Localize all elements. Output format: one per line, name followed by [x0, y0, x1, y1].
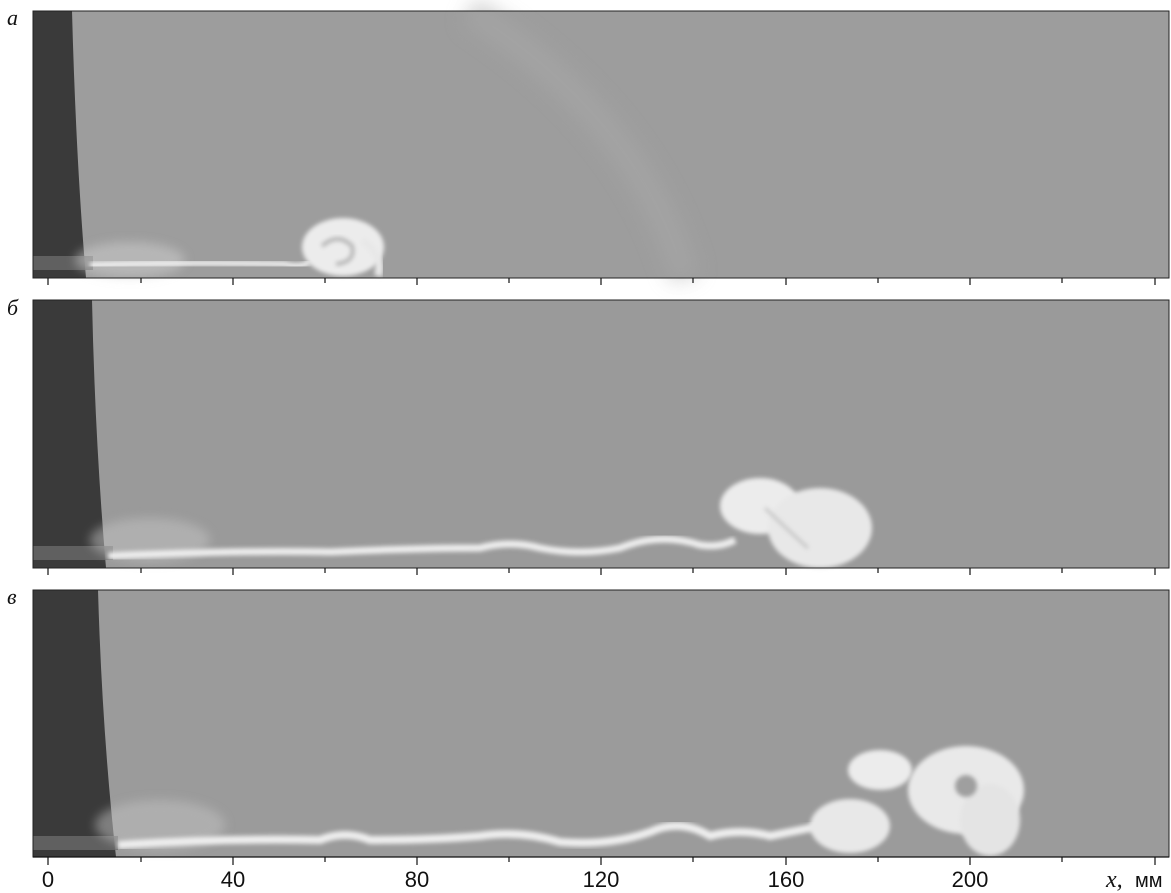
panel-a-jet: [89, 259, 312, 269]
x-axis: [33, 278, 1169, 865]
panel-a-letter: а: [7, 5, 18, 30]
panel-c: в: [7, 584, 1170, 858]
panel-a-vortex: [302, 218, 384, 276]
panel-c-wall: [33, 590, 116, 857]
panel-b-jet: [107, 535, 737, 560]
panel-b: б: [7, 295, 1170, 569]
x-axis-tick-labels: 0 40 80 120 160 200 x, мм: [42, 867, 1163, 893]
axis-variable: x,: [1105, 867, 1123, 893]
panel-b-vortex-body: [768, 488, 872, 568]
panel-a-wall: [33, 11, 86, 278]
panel-b-wall: [33, 300, 106, 568]
panel-b-letter: б: [7, 295, 19, 320]
panel-c-wall-band: [33, 836, 118, 850]
panel-c-blob-left: [810, 799, 890, 853]
tick-label-0: 0: [42, 867, 54, 892]
axis-unit: мм: [1135, 870, 1163, 892]
tick-label-80: 80: [405, 867, 429, 892]
panel-c-jet: [117, 821, 821, 849]
panel-c-blob-top: [848, 750, 912, 790]
panel-b-background: [33, 300, 1169, 568]
tick-label-160: 160: [768, 867, 805, 892]
tick-label-120: 120: [583, 867, 620, 892]
panel-a-glow: [75, 242, 185, 278]
panel-a: а: [7, 0, 1170, 282]
panel-a-vortex-curl: [320, 237, 355, 266]
panel-a-vortex-tail: [359, 236, 384, 278]
panel-b-vortex-curl: [763, 506, 809, 550]
panel-c-letter: в: [7, 584, 17, 609]
panel-c-vortex-core: [955, 775, 977, 797]
tick-label-200: 200: [952, 867, 989, 892]
panel-c-vortex-tail: [960, 784, 1020, 856]
panel-b-wall-band: [33, 546, 113, 560]
panel-a-shock-arc: [462, 0, 699, 282]
tick-label-40: 40: [221, 867, 245, 892]
